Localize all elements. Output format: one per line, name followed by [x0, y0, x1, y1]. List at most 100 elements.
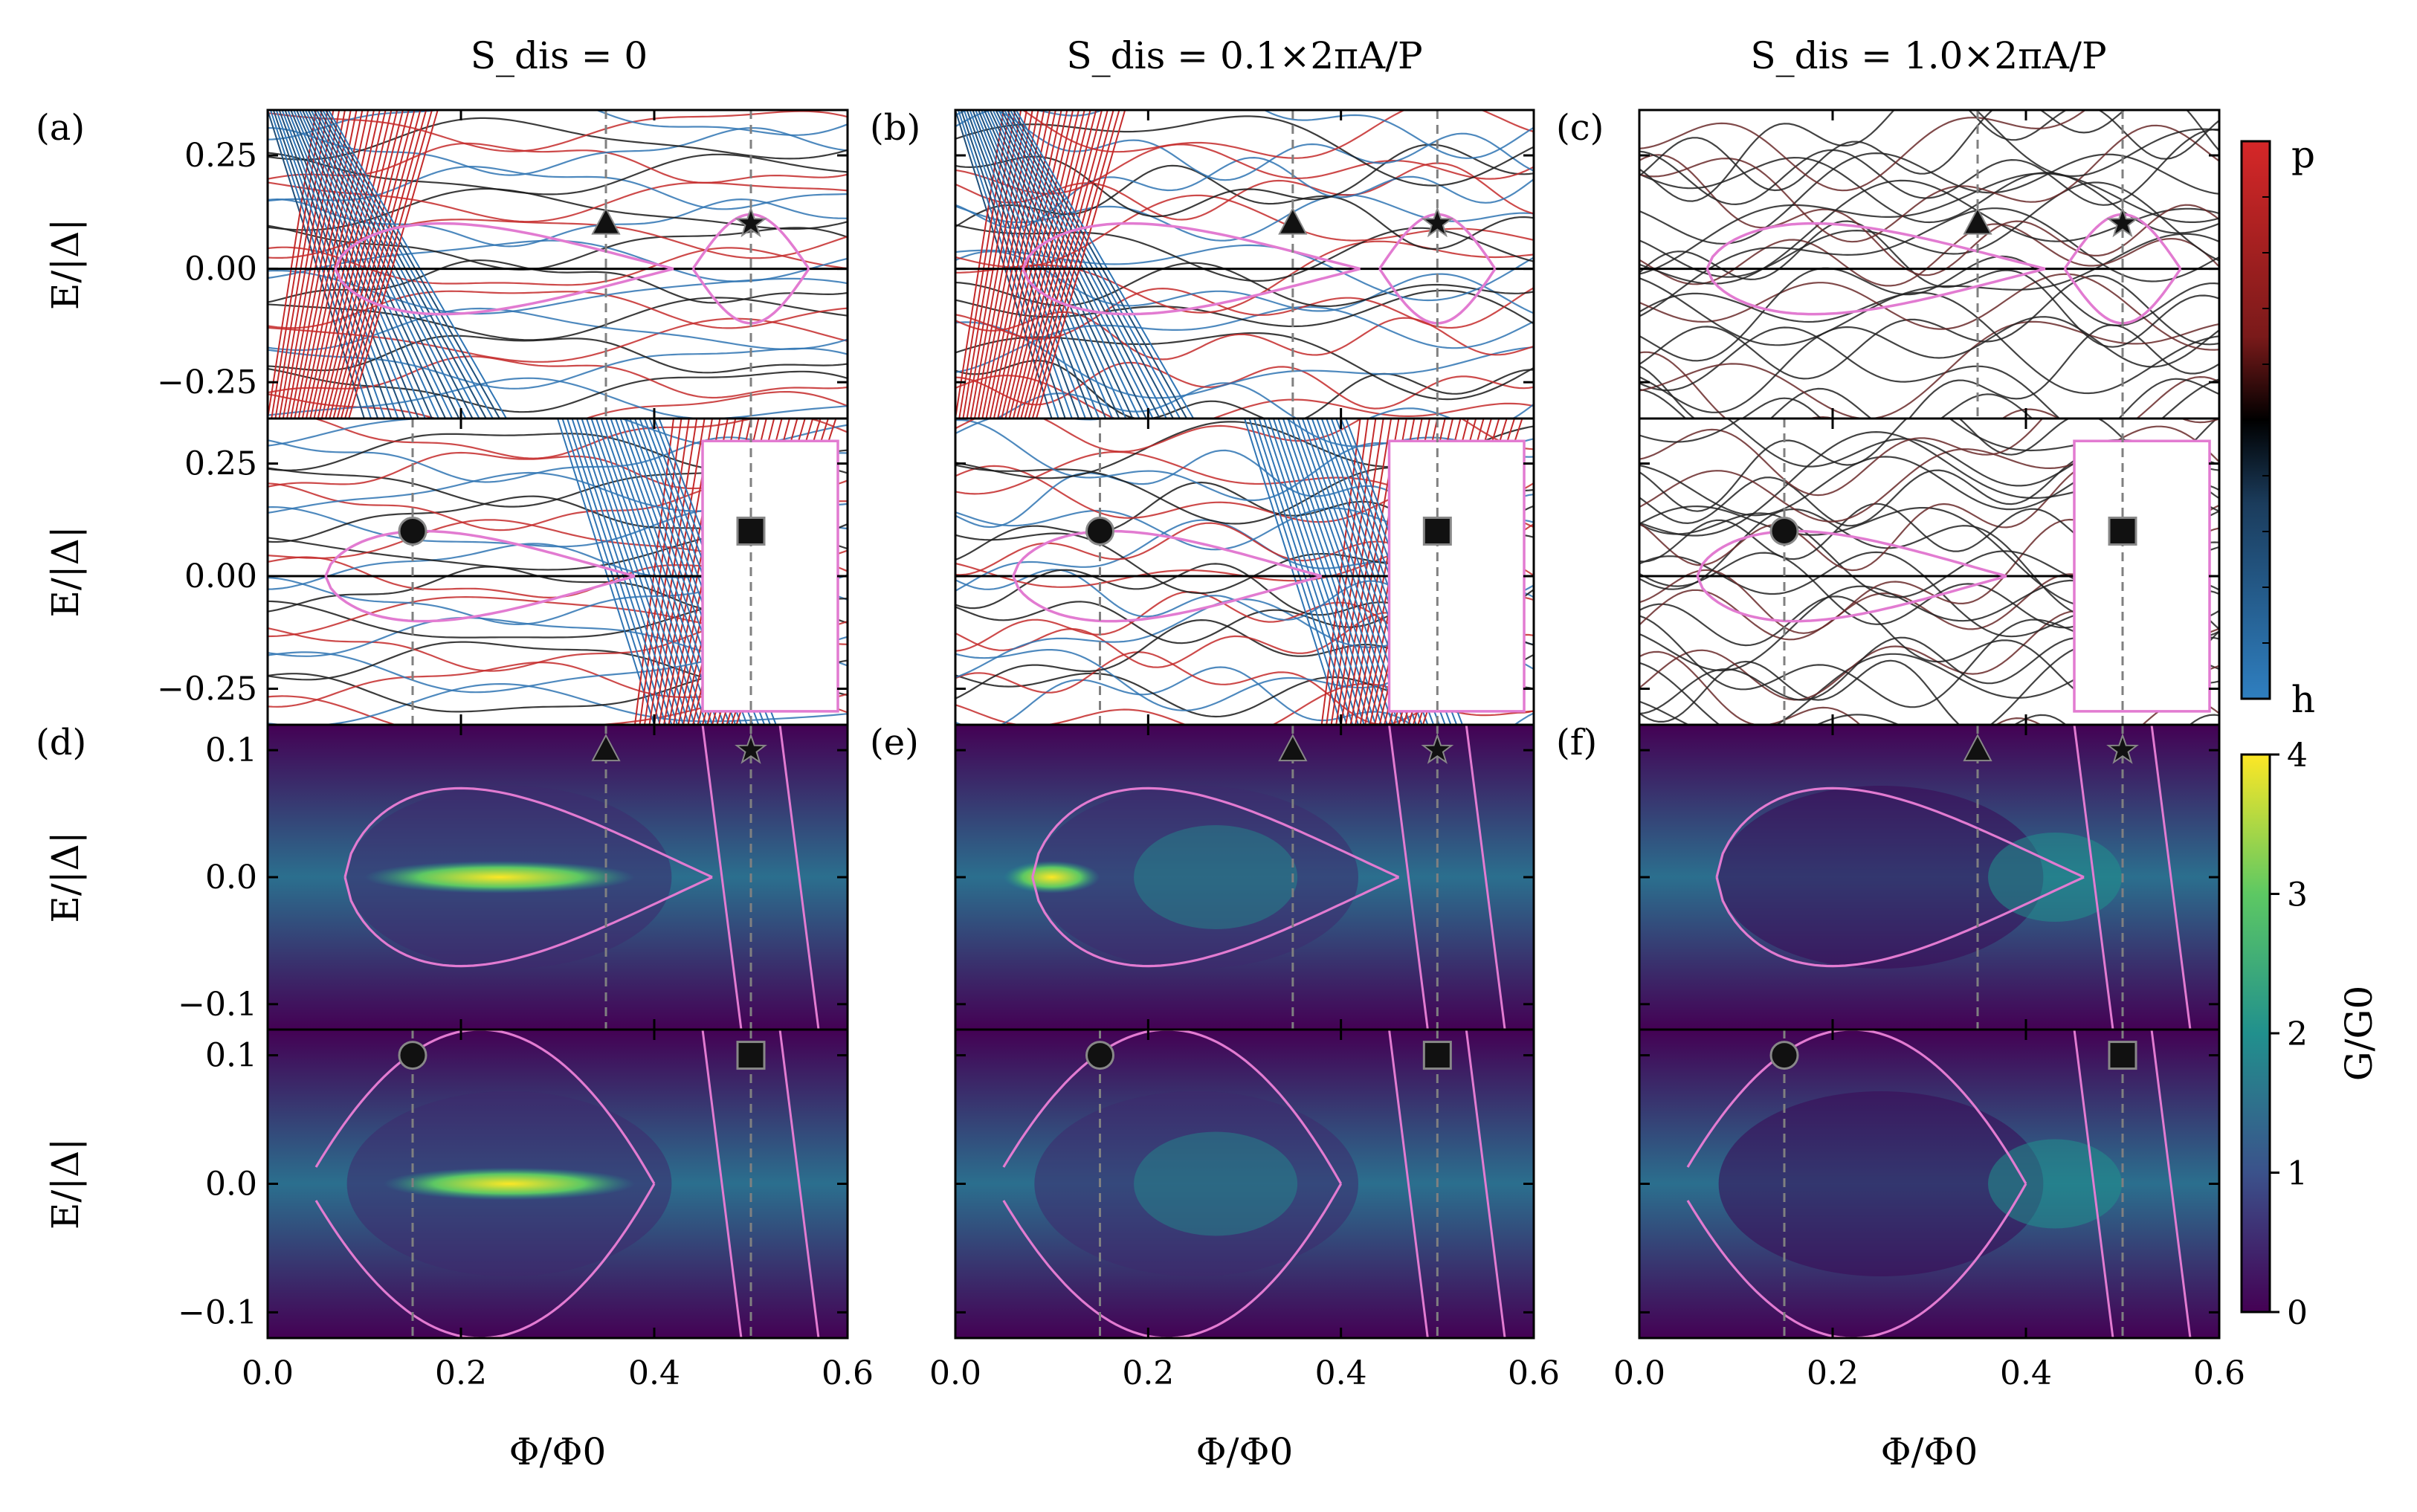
conductance-feature	[1988, 833, 2122, 922]
triangle-marker	[1963, 734, 1992, 762]
colorbar-tick-label: 4	[2287, 737, 2308, 775]
colorbar-tick-label: 0	[2287, 1294, 2308, 1332]
fan-line	[997, 110, 1068, 419]
gap-boundary-upper	[324, 529, 636, 578]
fan-line	[1262, 419, 1365, 725]
boundary-line	[778, 1030, 820, 1338]
spectrum-panel	[955, 110, 1534, 419]
x-axis-label: Φ/Φ0	[509, 1430, 607, 1473]
panels: 0.250.00−0.25E/|Δ|0.250.00−0.25E/|Δ|0.10…	[44, 109, 2245, 1473]
panel-label: (a)	[36, 107, 85, 149]
fan-line	[1277, 419, 1383, 725]
fan-line	[1268, 419, 1371, 725]
x-axis-label: Φ/Φ0	[1881, 1430, 1978, 1473]
triangle-marker	[1278, 207, 1308, 235]
fan-line	[966, 110, 1022, 419]
colorbar-label-bottom: h	[2291, 678, 2315, 721]
fan-line	[340, 110, 427, 419]
boundary-line	[701, 725, 743, 1030]
gap-boundary-upper	[334, 222, 674, 271]
energy-level-line	[1639, 326, 2219, 419]
boundary-line	[1465, 1030, 1506, 1338]
energy-level-line	[1639, 274, 2219, 380]
fan-line	[648, 419, 698, 725]
fan-line	[1016, 110, 1097, 419]
fan-line	[581, 419, 684, 725]
square-marker	[2108, 1041, 2137, 1070]
fan-line	[1244, 419, 1342, 725]
fan-line	[329, 110, 410, 419]
fan-line	[981, 110, 1045, 419]
fan-line	[993, 110, 1062, 419]
conductance-feature	[1134, 825, 1298, 929]
axes: 0.0 0.2 0.4 0.6 Φ/Φ0	[929, 1028, 1560, 1473]
fan-line	[316, 110, 480, 419]
fan-line	[654, 419, 706, 725]
fan-line	[328, 110, 507, 419]
fan-line	[1024, 110, 1109, 419]
boundary-line	[2073, 1030, 2114, 1338]
star-marker	[2106, 733, 2139, 764]
gap-region	[1718, 786, 2044, 969]
fan-line	[1340, 419, 1393, 725]
y-tick-label: 0.25	[184, 137, 257, 175]
fan-line	[319, 110, 487, 419]
panel-labels: (a) (b) (c) (d) (e) (f)	[36, 107, 1604, 763]
boundary-line	[1388, 725, 1429, 1030]
fan-line	[1012, 110, 1091, 419]
x-tick-label: 0.2	[1122, 1354, 1174, 1392]
triangle-marker	[591, 207, 621, 235]
y-tick-label: −0.25	[157, 364, 257, 401]
gap-boundary-upper	[1022, 222, 1361, 271]
fan-line	[313, 110, 387, 419]
gap-boundary-upper	[1715, 786, 2085, 879]
energy-level-line	[1639, 233, 2219, 346]
colorbars: p h 0 1 2 3 4 G/G0	[2240, 133, 2381, 1332]
spectrum-panel	[955, 419, 1534, 725]
x-tick-label: 0.0	[1613, 1354, 1665, 1392]
y-tick-label: 0.0	[205, 859, 257, 896]
fan-line	[1035, 110, 1126, 419]
axes: 0.0 0.2 0.4 0.6 Φ/Φ0	[1613, 1028, 2245, 1473]
conductance-panel	[955, 1030, 1534, 1338]
energy-level-line	[1639, 659, 2219, 725]
square-marker	[1422, 516, 1452, 546]
y-tick-label: −0.25	[157, 671, 257, 708]
fan-line	[344, 110, 433, 419]
fan-line	[1004, 110, 1080, 419]
gap-boundary-lower	[1012, 575, 1323, 623]
spectrum-panel	[268, 419, 848, 725]
y-tick-label: 0.00	[184, 558, 257, 595]
circle-marker	[1769, 1041, 1799, 1070]
colorbar-axis-label: G/G0	[2337, 986, 2381, 1082]
fan-line	[348, 110, 439, 419]
energy-level-line	[1639, 419, 2219, 497]
fan-line	[1010, 110, 1181, 419]
y-tick-label: 0.25	[184, 445, 257, 483]
fan-line	[973, 110, 1033, 419]
x-tick-label: 0.6	[822, 1354, 874, 1392]
fan-line	[306, 110, 375, 419]
fan-line	[336, 110, 422, 419]
colorbar-label-top: p	[2291, 133, 2315, 176]
fan-line	[325, 110, 500, 419]
column-titles: S_dis = 0 S_dis = 0.1×2πA/P S_dis = 1.0×2π…	[471, 34, 2107, 77]
x-axis-label: Φ/Φ0	[1196, 1430, 1294, 1473]
fan-line	[1020, 110, 1103, 419]
fan-line	[325, 110, 404, 419]
y-axis-label: E/|Δ|	[44, 526, 87, 617]
energy-level-line	[955, 244, 1534, 302]
gap-boundary-lower	[324, 575, 636, 623]
fan-line	[1004, 110, 1167, 419]
conductance-feature	[1988, 1139, 2122, 1229]
square-marker	[1422, 1041, 1452, 1070]
panel-label: (c)	[1556, 107, 1604, 149]
gap-boundary-lower	[1696, 575, 2007, 623]
energy-level-line	[1639, 316, 2219, 413]
fan-line	[1001, 110, 1074, 419]
gap-boundary-box	[701, 439, 839, 713]
circle-marker	[1085, 1041, 1114, 1070]
fan-line	[561, 419, 661, 725]
fan-line	[639, 419, 682, 725]
colorbar-tick-label: 1	[2287, 1155, 2308, 1193]
